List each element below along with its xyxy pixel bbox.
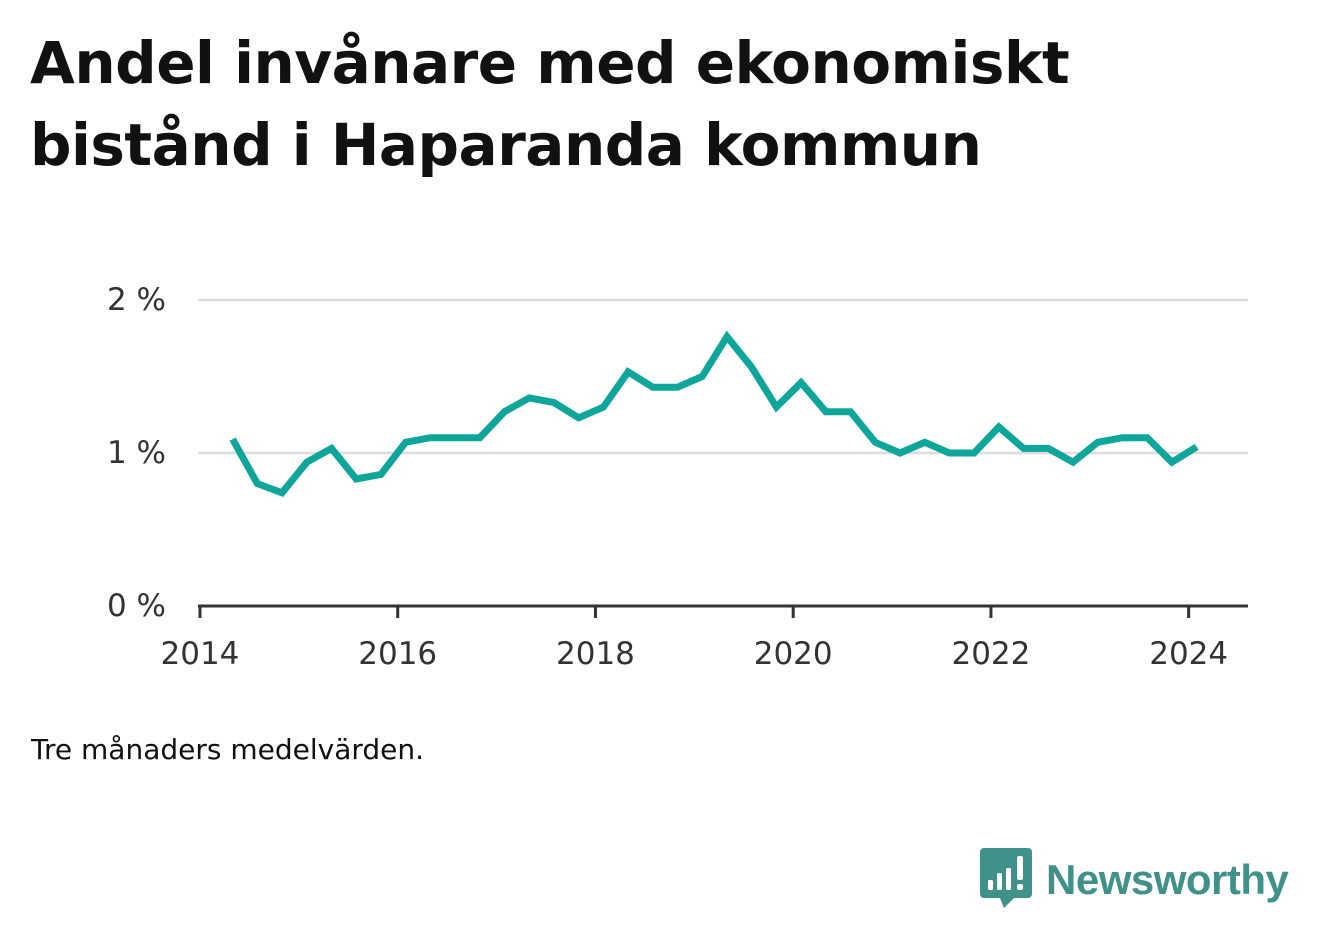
x-tick-label: 2016 [358,636,437,672]
y-tick-label: 1 % [107,435,166,471]
y-axis-labels: 0 % 1 % 2 % [107,282,166,624]
x-axis-labels: 2014 2016 2018 2020 2022 2024 [161,636,1229,672]
x-tick-label: 2024 [1149,636,1228,672]
newsworthy-logo-icon [980,848,1032,908]
y-tick-label: 2 % [107,282,166,318]
y-tick-label: 0 % [107,588,166,624]
gridlines [198,298,1248,455]
series-layer [229,330,1199,497]
footnote: Tre månaders medelvärden. [31,733,425,766]
brand-name: Newsworthy [1046,856,1289,903]
x-tick-label: 2014 [161,636,240,672]
x-axis [198,604,1248,618]
series-line-0 [229,330,1199,497]
x-tick-label: 2022 [951,636,1030,672]
x-tick-label: 2018 [556,636,635,672]
x-tick-label: 2020 [754,636,833,672]
chart-title: Andel invånare med ekonomiskt bistånd i … [30,29,1070,179]
brand-logo: Newsworthy [980,848,1289,912]
